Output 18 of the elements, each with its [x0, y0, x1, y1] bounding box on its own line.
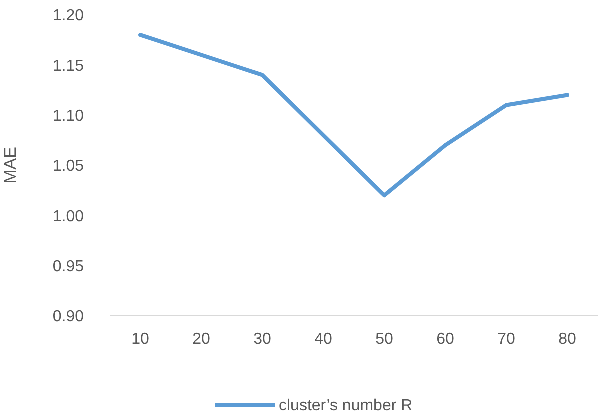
y-tick-label: 1.10 [52, 108, 84, 125]
y-tick-label: 0.95 [52, 258, 84, 276]
legend-label: cluster’s number R [279, 398, 413, 415]
y-tick-label: 0.90 [52, 308, 84, 326]
x-tick-label: 10 [132, 331, 150, 348]
x-tick-label: 70 [498, 331, 516, 348]
x-tick-label: 50 [376, 331, 394, 348]
y-tick-label: 1.00 [52, 208, 84, 226]
line-series [138, 33, 570, 198]
x-tick-label: 20 [192, 331, 210, 348]
x-tick-label: 80 [558, 331, 576, 348]
x-tick-label: 60 [436, 331, 454, 348]
x-tick-label: 40 [314, 331, 332, 348]
y-tick-label: 1.20 [52, 8, 84, 25]
y-tick-label: 1.15 [52, 58, 84, 75]
x-tick-label: 30 [254, 331, 272, 348]
y-axis-title: MAE [1, 147, 20, 184]
y-tick-label: 1.05 [52, 158, 84, 176]
